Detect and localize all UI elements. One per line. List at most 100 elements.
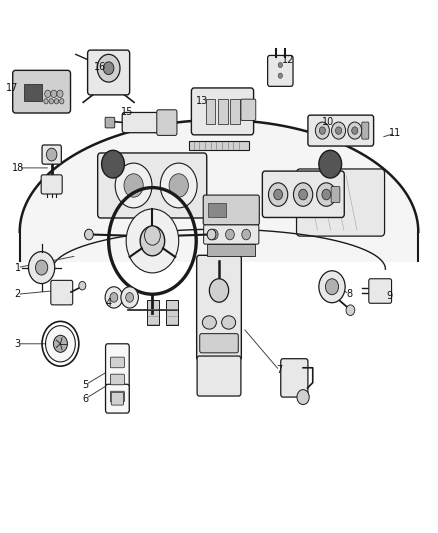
FancyBboxPatch shape: [88, 50, 130, 95]
FancyBboxPatch shape: [197, 255, 241, 360]
Circle shape: [145, 226, 160, 245]
Circle shape: [126, 209, 179, 273]
Circle shape: [115, 163, 152, 208]
Circle shape: [46, 326, 75, 362]
Text: 11: 11: [389, 128, 401, 138]
FancyBboxPatch shape: [200, 334, 238, 353]
Ellipse shape: [202, 316, 216, 329]
FancyBboxPatch shape: [110, 391, 124, 402]
Circle shape: [278, 62, 283, 68]
Circle shape: [85, 229, 93, 240]
FancyBboxPatch shape: [204, 225, 259, 244]
Bar: [218, 99, 228, 124]
Circle shape: [105, 287, 123, 308]
Circle shape: [274, 189, 283, 200]
Circle shape: [160, 163, 197, 208]
Circle shape: [97, 54, 120, 82]
Text: 17: 17: [6, 83, 18, 93]
Circle shape: [45, 90, 51, 98]
Circle shape: [79, 281, 86, 290]
FancyBboxPatch shape: [106, 344, 129, 412]
Circle shape: [54, 99, 59, 104]
Text: 1: 1: [14, 263, 21, 272]
Text: 18: 18: [12, 163, 25, 173]
Circle shape: [49, 99, 53, 104]
FancyBboxPatch shape: [106, 384, 129, 413]
FancyBboxPatch shape: [111, 392, 124, 405]
FancyBboxPatch shape: [268, 55, 293, 86]
Circle shape: [44, 99, 48, 104]
FancyBboxPatch shape: [241, 99, 256, 120]
Circle shape: [332, 122, 346, 139]
Circle shape: [121, 287, 138, 308]
Circle shape: [110, 293, 118, 302]
Circle shape: [319, 150, 342, 178]
FancyBboxPatch shape: [197, 356, 241, 396]
Text: 6: 6: [82, 394, 88, 403]
FancyBboxPatch shape: [369, 279, 392, 303]
Circle shape: [317, 183, 336, 206]
Text: 5: 5: [82, 380, 88, 390]
Circle shape: [209, 229, 218, 240]
Circle shape: [325, 279, 339, 295]
Circle shape: [336, 127, 342, 134]
Circle shape: [268, 183, 288, 206]
Circle shape: [352, 127, 358, 134]
Bar: [24, 84, 42, 101]
Circle shape: [319, 271, 345, 303]
Circle shape: [322, 189, 331, 200]
Text: 3: 3: [14, 339, 21, 349]
Circle shape: [346, 305, 355, 316]
Text: 13: 13: [196, 96, 208, 106]
Circle shape: [102, 150, 124, 178]
Circle shape: [319, 127, 325, 134]
Circle shape: [51, 90, 57, 98]
Bar: [230, 99, 240, 124]
FancyBboxPatch shape: [191, 88, 254, 135]
Circle shape: [315, 122, 329, 139]
FancyBboxPatch shape: [281, 359, 308, 397]
Text: 12: 12: [282, 55, 294, 64]
Text: 9: 9: [386, 292, 392, 301]
Circle shape: [278, 73, 283, 78]
FancyBboxPatch shape: [51, 280, 73, 305]
Circle shape: [207, 229, 216, 240]
Circle shape: [28, 252, 55, 284]
FancyBboxPatch shape: [157, 110, 177, 135]
Circle shape: [299, 189, 307, 200]
Circle shape: [60, 99, 64, 104]
Circle shape: [53, 335, 67, 352]
Text: 8: 8: [346, 289, 353, 299]
FancyBboxPatch shape: [297, 169, 385, 236]
Text: 15: 15: [121, 107, 133, 117]
Circle shape: [348, 122, 362, 139]
Text: 7: 7: [276, 366, 283, 375]
Circle shape: [46, 148, 57, 161]
Circle shape: [124, 174, 143, 197]
Circle shape: [169, 174, 188, 197]
FancyBboxPatch shape: [122, 112, 162, 133]
Polygon shape: [20, 120, 418, 261]
Circle shape: [103, 62, 114, 75]
Text: 2: 2: [14, 289, 21, 299]
FancyBboxPatch shape: [42, 145, 61, 164]
Circle shape: [140, 226, 165, 256]
FancyBboxPatch shape: [98, 153, 207, 218]
Bar: [147, 300, 159, 325]
Bar: [166, 300, 178, 325]
Ellipse shape: [222, 316, 236, 329]
Circle shape: [297, 390, 309, 405]
Text: 10: 10: [321, 117, 334, 126]
FancyBboxPatch shape: [110, 357, 124, 368]
FancyBboxPatch shape: [13, 70, 71, 113]
Circle shape: [57, 90, 63, 98]
FancyBboxPatch shape: [308, 115, 374, 146]
Circle shape: [242, 229, 251, 240]
Text: 16: 16: [94, 62, 106, 71]
Bar: [189, 141, 249, 150]
Bar: [208, 203, 226, 217]
FancyBboxPatch shape: [41, 175, 62, 194]
Bar: [206, 99, 215, 124]
FancyBboxPatch shape: [262, 171, 344, 217]
FancyBboxPatch shape: [331, 187, 340, 203]
